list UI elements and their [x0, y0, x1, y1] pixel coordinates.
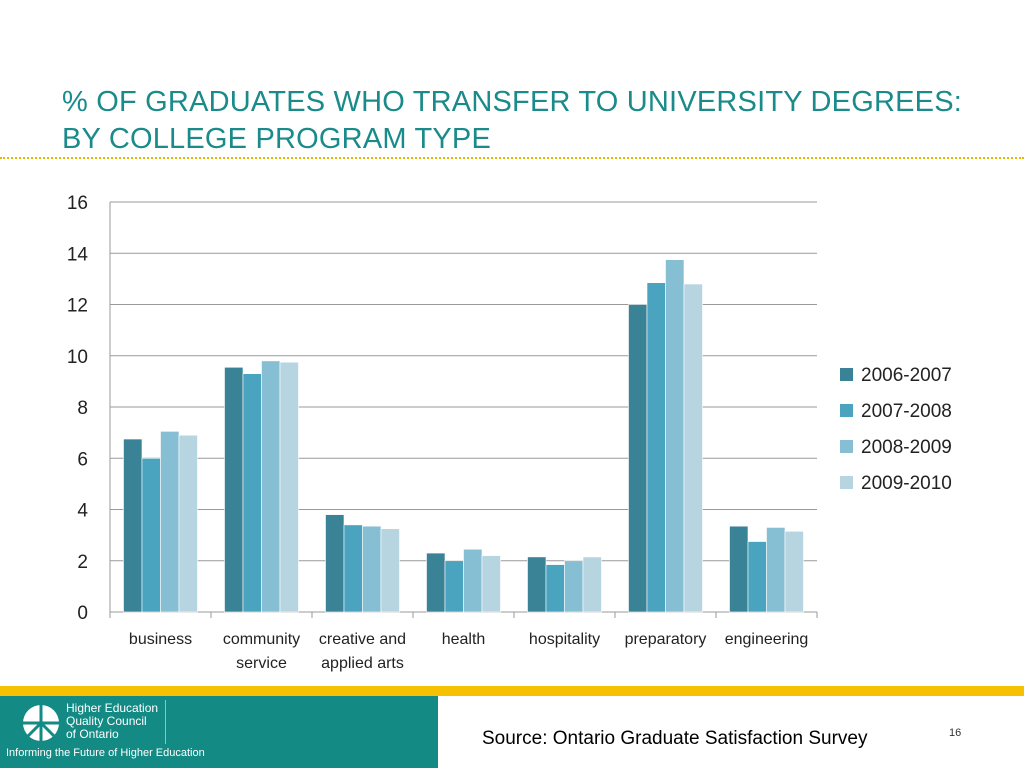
- title-line-1: % OF GRADUATES WHO TRANSFER TO UNIVERSIT…: [62, 86, 963, 118]
- logo-tagline: Informing the Future of Higher Education: [6, 747, 205, 759]
- bar: [160, 431, 180, 613]
- bar: [279, 361, 299, 613]
- title-line-2: BY COLLEGE PROGRAM TYPE: [62, 123, 491, 155]
- bar: [362, 525, 382, 613]
- bar: [729, 525, 749, 613]
- x-category-label: hospitality: [529, 631, 600, 648]
- bar: [463, 548, 483, 613]
- heqco-logo-icon: [23, 705, 59, 741]
- logo-wordmark: Higher Education Quality Council of Onta…: [66, 702, 158, 741]
- x-category-label: health: [442, 631, 486, 648]
- bar: [527, 556, 547, 613]
- bar: [766, 527, 786, 613]
- footer-gold-band: [0, 686, 1024, 696]
- bar: [582, 556, 602, 613]
- bar: [444, 560, 464, 613]
- y-tick-label: 10: [67, 347, 88, 368]
- bar: [123, 438, 143, 613]
- logo-line-3: of Ontario: [66, 727, 119, 741]
- y-tick-label: 6: [77, 449, 88, 470]
- y-tick-label: 12: [67, 296, 88, 317]
- page-number: 16: [949, 727, 962, 739]
- dotted-divider: [0, 157, 1024, 159]
- bar: [178, 434, 198, 613]
- legend-swatch: [840, 476, 853, 489]
- y-tick-label: 8: [77, 398, 88, 419]
- x-category-label: business: [129, 631, 192, 648]
- bar: [784, 530, 804, 613]
- legend-label: 2008-2009: [861, 437, 952, 458]
- logo-line-2: Quality Council: [66, 714, 147, 728]
- legend-swatch: [840, 440, 853, 453]
- x-category-label: engineering: [725, 631, 809, 648]
- y-tick-label: 14: [67, 244, 89, 265]
- source-note: Source: Ontario Graduate Satisfaction Su…: [482, 728, 868, 749]
- x-category-label: community: [223, 631, 300, 648]
- bar: [545, 564, 565, 613]
- x-category-label: applied arts: [321, 655, 404, 672]
- bar: [747, 541, 767, 613]
- x-category-label: creative and: [319, 631, 406, 648]
- bar: [261, 360, 281, 613]
- bar: [141, 457, 161, 613]
- legend-label: 2007-2008: [861, 401, 952, 422]
- y-tick-label: 4: [77, 501, 88, 522]
- legend-label: 2006-2007: [861, 365, 952, 386]
- bar: [242, 373, 262, 613]
- footer-logo-panel: Higher Education Quality Council of Onta…: [0, 696, 438, 768]
- bar: [683, 283, 703, 613]
- bar: [646, 282, 666, 613]
- logo-divider: [165, 700, 166, 744]
- y-tick-label: 2: [77, 552, 88, 573]
- x-category-label: preparatory: [625, 631, 707, 648]
- logo-line-1: Higher Education: [66, 701, 159, 715]
- bar: [564, 560, 584, 613]
- y-tick-label: 16: [67, 193, 88, 214]
- legend-label: 2009-2010: [861, 473, 952, 494]
- legend-swatch: [840, 404, 853, 417]
- legend-swatch: [840, 368, 853, 381]
- y-tick-label: 0: [77, 603, 88, 624]
- bar: [380, 528, 400, 613]
- bar-chart: 0 2 4 6 8 10 12 14 16 business community service cre…: [67, 193, 952, 672]
- slide-title: % OF GRADUATES WHO TRANSFER TO UNIVERSIT…: [62, 84, 962, 158]
- bar: [224, 366, 244, 613]
- bar: [343, 524, 363, 613]
- bar: [628, 304, 648, 613]
- bar: [325, 514, 345, 613]
- x-category-label: service: [236, 655, 287, 672]
- bar: [426, 552, 446, 613]
- bar: [481, 555, 501, 613]
- bar: [665, 259, 685, 613]
